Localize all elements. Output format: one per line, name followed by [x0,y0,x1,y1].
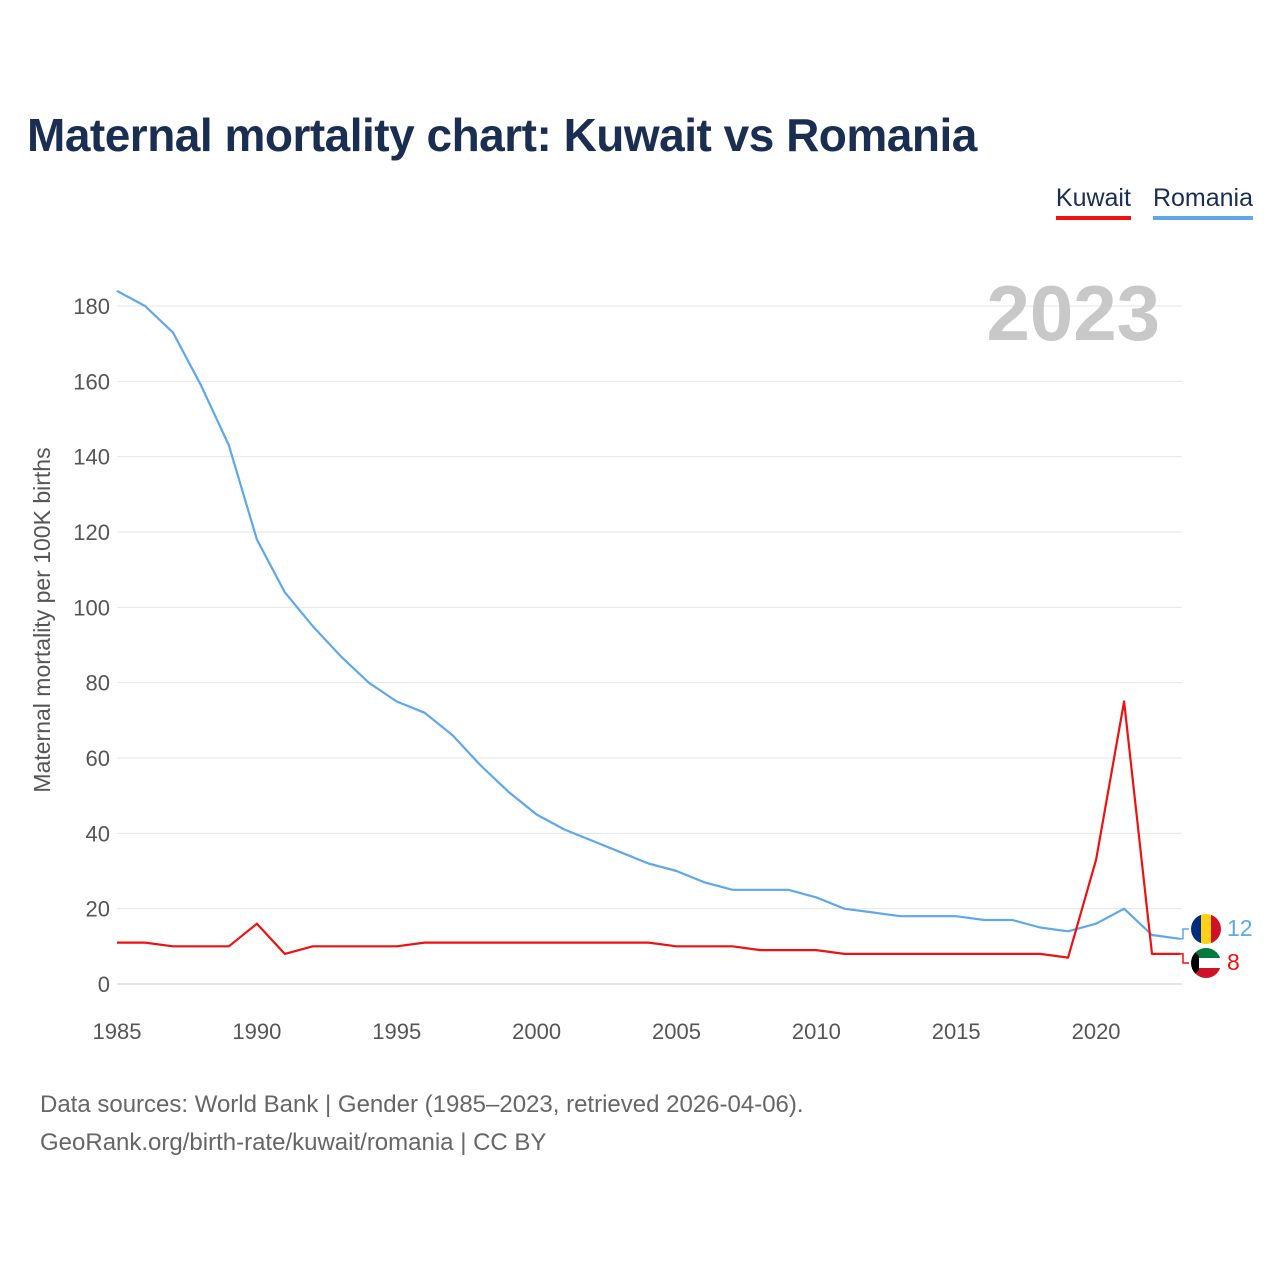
x-tick-label: 2005 [652,1019,701,1044]
footer-sources: Data sources: World Bank | Gender (1985–… [40,1091,804,1118]
y-tick-label: 100 [73,595,110,620]
x-tick-label: 1985 [93,1019,142,1044]
y-tick-label: 80 [86,671,110,696]
series-line-romania [116,289,1181,940]
footer: Data sources: World Bank | Gender (1985–… [40,1086,804,1162]
x-tick-label: 1990 [232,1019,281,1044]
y-axis-ticks: 0 20 40 60 80 100 120 140 160 180 [73,294,110,997]
x-tick-label: 2000 [512,1019,561,1044]
romania-end-connector [1180,928,1189,940]
legend: Kuwait Romania [1055,184,1253,220]
footer-link[interactable]: GeoRank.org/birth-rate/kuwait/romania | … [40,1129,547,1156]
legend-item-romania[interactable]: Romania [1152,184,1253,220]
x-tick-label: 2015 [932,1019,981,1044]
y-tick-label: 120 [73,520,110,545]
romania-flag-icon [1191,914,1221,944]
kuwait-end-connector [1180,953,1189,964]
romania-end-value: 12 [1227,915,1253,941]
y-tick-label: 180 [73,294,110,319]
series-line-kuwait [117,700,1180,959]
gridlines [117,305,1182,985]
x-axis-ticks: 1985 1990 1995 2000 2005 2010 2015 2020 [93,1019,1121,1044]
y-tick-label: 40 [86,821,110,846]
y-tick-label: 60 [86,746,110,771]
year-label: 2023 [986,269,1160,357]
kuwait-end-value: 8 [1227,949,1240,975]
x-tick-label: 2020 [1072,1019,1121,1044]
series-lines [116,289,1181,959]
y-axis-label: Maternal mortality per 100K births [29,447,55,792]
kuwait-flag-icon [1191,948,1221,978]
x-tick-label: 1995 [372,1019,421,1044]
x-tick-label: 2010 [792,1019,841,1044]
y-tick-label: 0 [98,972,110,997]
page-title: Maternal mortality chart: Kuwait vs Roma… [27,109,977,161]
y-tick-label: 20 [86,897,110,922]
legend-item-kuwait[interactable]: Kuwait [1055,184,1131,220]
y-tick-label: 160 [73,369,110,394]
y-tick-label: 140 [73,445,110,470]
